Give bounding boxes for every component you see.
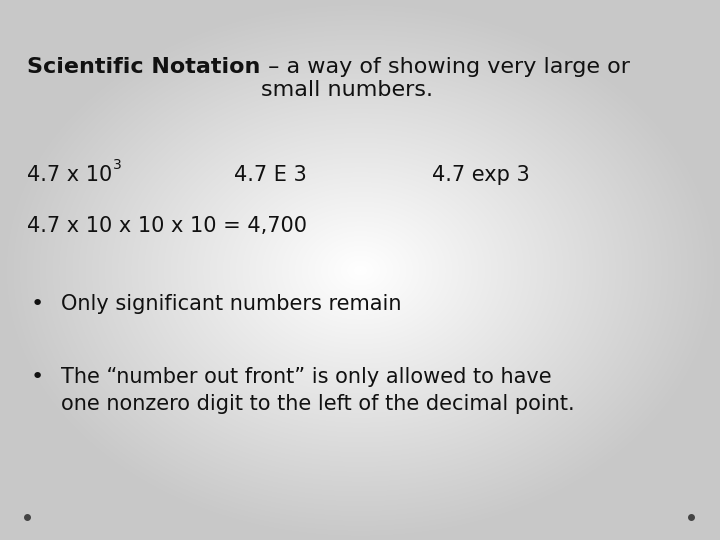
- Text: •: •: [31, 294, 44, 314]
- Text: Scientific Notation: Scientific Notation: [27, 57, 261, 77]
- Text: – a way of showing very large or
small numbers.: – a way of showing very large or small n…: [261, 57, 630, 100]
- Text: 3: 3: [112, 158, 122, 172]
- Text: 4.7 x 10 x 10 x 10 = 4,700: 4.7 x 10 x 10 x 10 = 4,700: [27, 216, 307, 236]
- Text: The “number out front” is only allowed to have
one nonzero digit to the left of : The “number out front” is only allowed t…: [61, 367, 575, 414]
- Text: •: •: [31, 367, 44, 387]
- Text: 4.7 exp 3: 4.7 exp 3: [432, 165, 530, 185]
- Text: Only significant numbers remain: Only significant numbers remain: [61, 294, 402, 314]
- Text: 4.7 x 10: 4.7 x 10: [27, 165, 112, 185]
- Text: 4.7 E 3: 4.7 E 3: [234, 165, 307, 185]
